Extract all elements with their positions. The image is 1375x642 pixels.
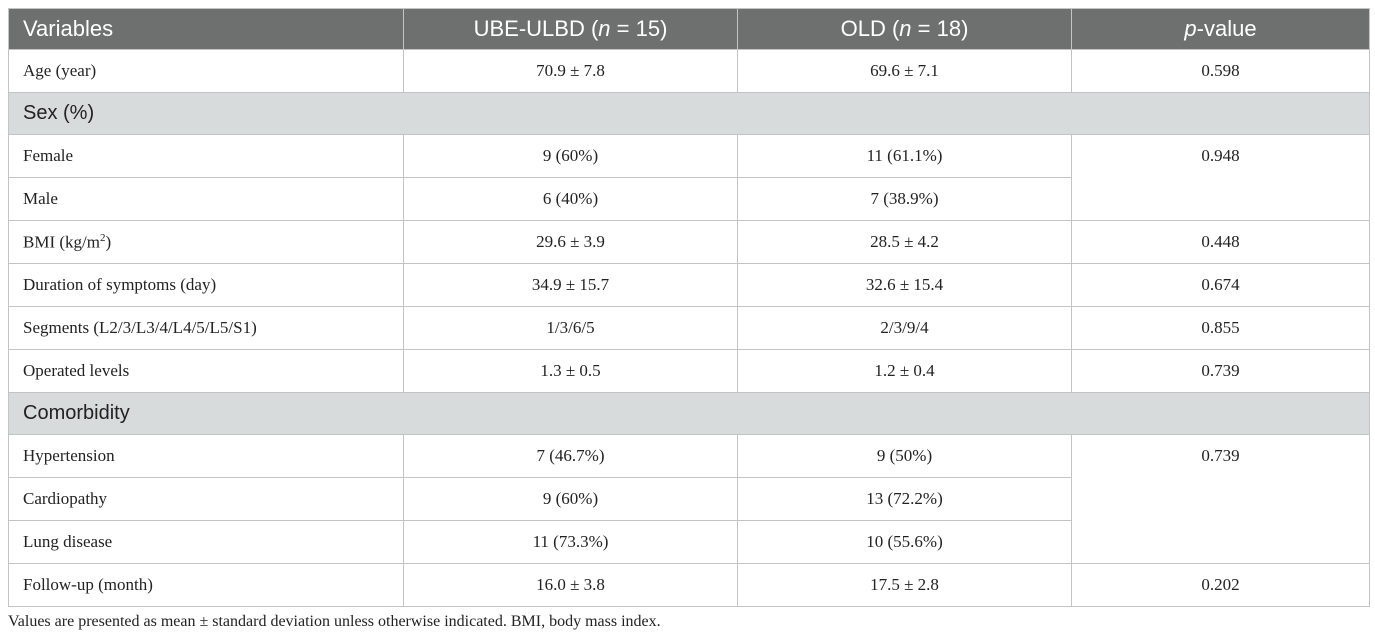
bmi-label-suffix: ) bbox=[105, 232, 112, 252]
table-row: Female 9 (60%) 11 (61.1%) 0.948 bbox=[8, 134, 1370, 221]
group-row-comorbidity: Comorbidity bbox=[8, 392, 1370, 435]
group-row-sex: Sex (%) bbox=[8, 92, 1370, 135]
bmi-label-sup: 2 bbox=[99, 231, 106, 244]
cell-old-lung: 10 (55.6%) bbox=[737, 520, 1072, 564]
header-old-suffix: = 18) bbox=[911, 16, 969, 41]
header-old: OLD (n = 18) bbox=[737, 8, 1072, 50]
header-old-n: n bbox=[899, 16, 912, 41]
table-footnote: Values are presented as mean ± standard … bbox=[8, 613, 661, 630]
cell-ube-bmi: 29.6 ± 3.9 bbox=[403, 220, 738, 264]
row-label-levels: Operated levels bbox=[8, 349, 404, 393]
baseline-characteristics-table: Variables UBE-ULBD (n = 15) OLD (n = 18)… bbox=[8, 8, 1370, 607]
cell-ube-age: 70.9 ± 7.8 bbox=[403, 49, 738, 93]
cell-ube-segments: 1/3/6/5 bbox=[403, 306, 738, 350]
header-p-value: p-value bbox=[1071, 8, 1370, 50]
header-ube-suffix: = 15) bbox=[610, 16, 668, 41]
row-label-male: Male bbox=[8, 177, 404, 221]
cell-p-followup: 0.202 bbox=[1071, 563, 1370, 607]
cell-old-age: 69.6 ± 7.1 bbox=[737, 49, 1072, 93]
row-label-lung: Lung disease bbox=[8, 520, 404, 564]
cell-old-duration: 32.6 ± 15.4 bbox=[737, 263, 1072, 307]
row-label-bmi: BMI (kg/m2) bbox=[8, 220, 404, 264]
cell-ube-levels: 1.3 ± 0.5 bbox=[403, 349, 738, 393]
cell-old-segments: 2/3/9/4 bbox=[737, 306, 1072, 350]
cell-p-sex: 0.948 bbox=[1071, 134, 1370, 221]
table-container: Variables UBE-ULBD (n = 15) OLD (n = 18)… bbox=[8, 8, 1370, 631]
header-variables: Variables bbox=[8, 8, 404, 50]
cell-old-cardiopathy: 13 (72.2%) bbox=[737, 477, 1072, 521]
group-label-sex: Sex (%) bbox=[8, 92, 1370, 135]
header-row: Variables UBE-ULBD (n = 15) OLD (n = 18)… bbox=[8, 8, 1370, 50]
table-row: Follow-up (month) 16.0 ± 3.8 17.5 ± 2.8 … bbox=[8, 563, 1370, 607]
row-label-female: Female bbox=[8, 134, 404, 178]
row-label-age: Age (year) bbox=[8, 49, 404, 93]
table-row: Lung disease 11 (73.3%) 10 (55.6%) bbox=[8, 520, 1370, 564]
row-label-hypertension: Hypertension bbox=[8, 434, 404, 478]
cell-p-segments: 0.855 bbox=[1071, 306, 1370, 350]
cell-old-hypertension: 9 (50%) bbox=[737, 434, 1072, 478]
table-row: Male 6 (40%) 7 (38.9%) bbox=[8, 177, 1370, 221]
bmi-label-prefix: BMI (kg/m bbox=[23, 232, 100, 252]
cell-ube-hypertension: 7 (46.7%) bbox=[403, 434, 738, 478]
header-p-italic: p bbox=[1184, 16, 1197, 41]
row-label-followup: Follow-up (month) bbox=[8, 563, 404, 607]
row-label-duration: Duration of symptoms (day) bbox=[8, 263, 404, 307]
cell-old-male: 7 (38.9%) bbox=[737, 177, 1072, 221]
header-ube-prefix: UBE-ULBD ( bbox=[473, 16, 599, 41]
header-old-prefix: OLD ( bbox=[840, 16, 900, 41]
cell-p-comorbidity: 0.739 bbox=[1071, 434, 1370, 564]
group-label-comorbidity: Comorbidity bbox=[8, 392, 1370, 435]
cell-p-duration: 0.674 bbox=[1071, 263, 1370, 307]
cell-old-female: 11 (61.1%) bbox=[737, 134, 1072, 178]
table-row: Segments (L2/3/L3/4/L4/5/L5/S1) 1/3/6/5 … bbox=[8, 306, 1370, 350]
cell-ube-lung: 11 (73.3%) bbox=[403, 520, 738, 564]
cell-p-bmi: 0.448 bbox=[1071, 220, 1370, 264]
cell-old-levels: 1.2 ± 0.4 bbox=[737, 349, 1072, 393]
header-p-suffix: -value bbox=[1196, 16, 1257, 41]
cell-old-bmi: 28.5 ± 4.2 bbox=[737, 220, 1072, 264]
cell-p-levels: 0.739 bbox=[1071, 349, 1370, 393]
cell-ube-duration: 34.9 ± 15.7 bbox=[403, 263, 738, 307]
table-row: Operated levels 1.3 ± 0.5 1.2 ± 0.4 0.73… bbox=[8, 349, 1370, 393]
table-row: Age (year) 70.9 ± 7.8 69.6 ± 7.1 0.598 bbox=[8, 49, 1370, 93]
cell-ube-female: 9 (60%) bbox=[403, 134, 738, 178]
cell-ube-male: 6 (40%) bbox=[403, 177, 738, 221]
table-row: Duration of symptoms (day) 34.9 ± 15.7 3… bbox=[8, 263, 1370, 307]
header-ube-n: n bbox=[598, 16, 611, 41]
header-ube-ulbd: UBE-ULBD (n = 15) bbox=[403, 8, 738, 50]
row-label-segments: Segments (L2/3/L3/4/L4/5/L5/S1) bbox=[8, 306, 404, 350]
cell-old-followup: 17.5 ± 2.8 bbox=[737, 563, 1072, 607]
cell-ube-followup: 16.0 ± 3.8 bbox=[403, 563, 738, 607]
cell-p-age: 0.598 bbox=[1071, 49, 1370, 93]
table-row: Cardiopathy 9 (60%) 13 (72.2%) bbox=[8, 477, 1370, 521]
cell-ube-cardiopathy: 9 (60%) bbox=[403, 477, 738, 521]
table-row: BMI (kg/m2) 29.6 ± 3.9 28.5 ± 4.2 0.448 bbox=[8, 220, 1370, 264]
row-label-cardiopathy: Cardiopathy bbox=[8, 477, 404, 521]
table-row: Hypertension 7 (46.7%) 9 (50%) 0.739 bbox=[8, 434, 1370, 564]
